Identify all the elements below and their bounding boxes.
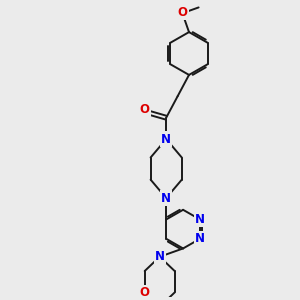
Text: N: N xyxy=(161,192,171,205)
Text: O: O xyxy=(178,6,188,19)
Text: N: N xyxy=(155,250,165,263)
Text: O: O xyxy=(140,286,150,299)
Text: N: N xyxy=(195,232,205,245)
Text: N: N xyxy=(195,213,205,226)
Text: N: N xyxy=(161,133,171,146)
Text: O: O xyxy=(140,103,150,116)
